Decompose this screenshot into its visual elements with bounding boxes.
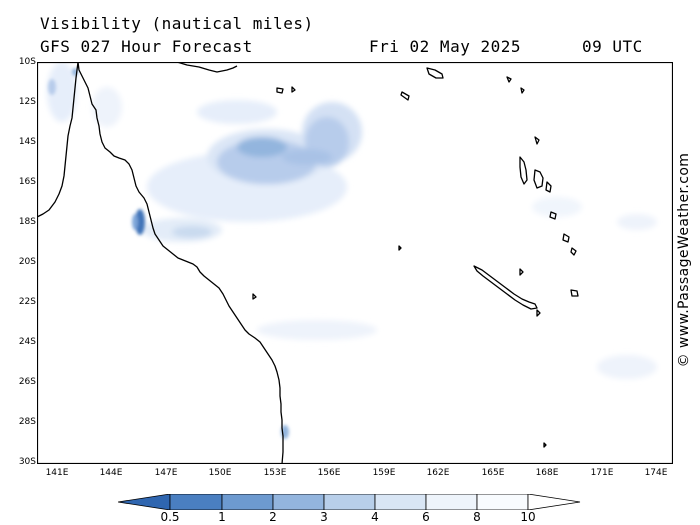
- forecast-model: GFS 027 Hour Forecast: [40, 37, 253, 56]
- legend-label: 4: [371, 510, 379, 524]
- cape-york-west-coast: [37, 62, 79, 218]
- map-frame: [37, 62, 673, 464]
- legend-label: 0.5: [160, 510, 180, 524]
- legend-label: 10: [520, 510, 536, 524]
- legend-label: 2: [269, 510, 277, 524]
- lon-label: 153E: [263, 468, 287, 478]
- lon-label: 144E: [99, 468, 123, 478]
- legend-colorbar: [118, 494, 581, 510]
- vanuatu-mid: [545, 181, 552, 193]
- vanuatu-efate: [549, 211, 557, 220]
- credit-text: © www.PassageWeather.com: [676, 152, 692, 368]
- lat-label: 22S: [18, 297, 36, 307]
- legend-label: 1: [218, 510, 226, 524]
- lat-label: 18S: [18, 217, 36, 227]
- lat-label: 10S: [18, 57, 36, 67]
- vanuatu-espiritu: [533, 169, 544, 189]
- new-caledonia: [473, 265, 538, 310]
- legend-label: 6: [422, 510, 430, 524]
- lon-label: 159E: [372, 468, 396, 478]
- vanuatu-north: [519, 156, 528, 185]
- islet-a: [276, 87, 284, 94]
- islet-e: [534, 136, 540, 145]
- lat-label: 16S: [18, 177, 36, 187]
- lon-label: 141E: [45, 468, 69, 478]
- legend-swatch: [476, 494, 529, 510]
- lat-label: 30S: [18, 457, 36, 467]
- islet-f: [398, 245, 402, 251]
- islet-d: [520, 87, 525, 94]
- loyalty-island: [570, 289, 579, 297]
- lat-label: 14S: [18, 137, 36, 147]
- chart-title: Visibility (nautical miles): [40, 14, 314, 33]
- legend-swatch: [323, 494, 376, 510]
- solomon-island-2: [400, 91, 410, 101]
- solomon-island-1: [426, 67, 444, 79]
- legend-swatch: [374, 494, 427, 510]
- lon-label: 174E: [644, 468, 668, 478]
- lon-label: 147E: [154, 468, 178, 478]
- visibility-map[interactable]: [37, 62, 673, 464]
- legend-swatch: [425, 494, 478, 510]
- islet-h: [519, 268, 524, 276]
- australia-coastline: [77, 62, 284, 464]
- legend-swatch: [118, 494, 171, 510]
- lat-label: 26S: [18, 377, 36, 387]
- lat-label: 20S: [18, 257, 36, 267]
- visibility-shading: [47, 62, 657, 379]
- islet-g: [536, 309, 541, 317]
- lon-label: 162E: [426, 468, 450, 478]
- islet-i: [543, 442, 547, 448]
- islet-b: [291, 86, 296, 93]
- legend-swatch: [169, 494, 223, 510]
- lon-label: 150E: [208, 468, 232, 478]
- lon-label: 168E: [535, 468, 559, 478]
- lon-label: 171E: [590, 468, 614, 478]
- png-coast: [176, 62, 238, 73]
- vanuatu-south: [562, 233, 570, 243]
- legend-label: 3: [320, 510, 328, 524]
- lon-label: 165E: [481, 468, 505, 478]
- vanuatu-tanna: [570, 247, 577, 256]
- lat-label: 24S: [18, 337, 36, 347]
- forecast-date: Fri 02 May 2025: [369, 37, 521, 56]
- legend-swatch: [272, 494, 325, 510]
- coastlines: [37, 62, 579, 464]
- forecast-time: 09 UTC: [582, 37, 643, 56]
- legend-swatch: [221, 494, 274, 510]
- lat-label: 12S: [18, 97, 36, 107]
- islet-c: [506, 76, 512, 83]
- legend-swatch: [527, 494, 581, 510]
- lon-label: 156E: [317, 468, 341, 478]
- lat-label: 28S: [18, 417, 36, 427]
- islet-j: [252, 293, 257, 300]
- legend-label: 8: [473, 510, 481, 524]
